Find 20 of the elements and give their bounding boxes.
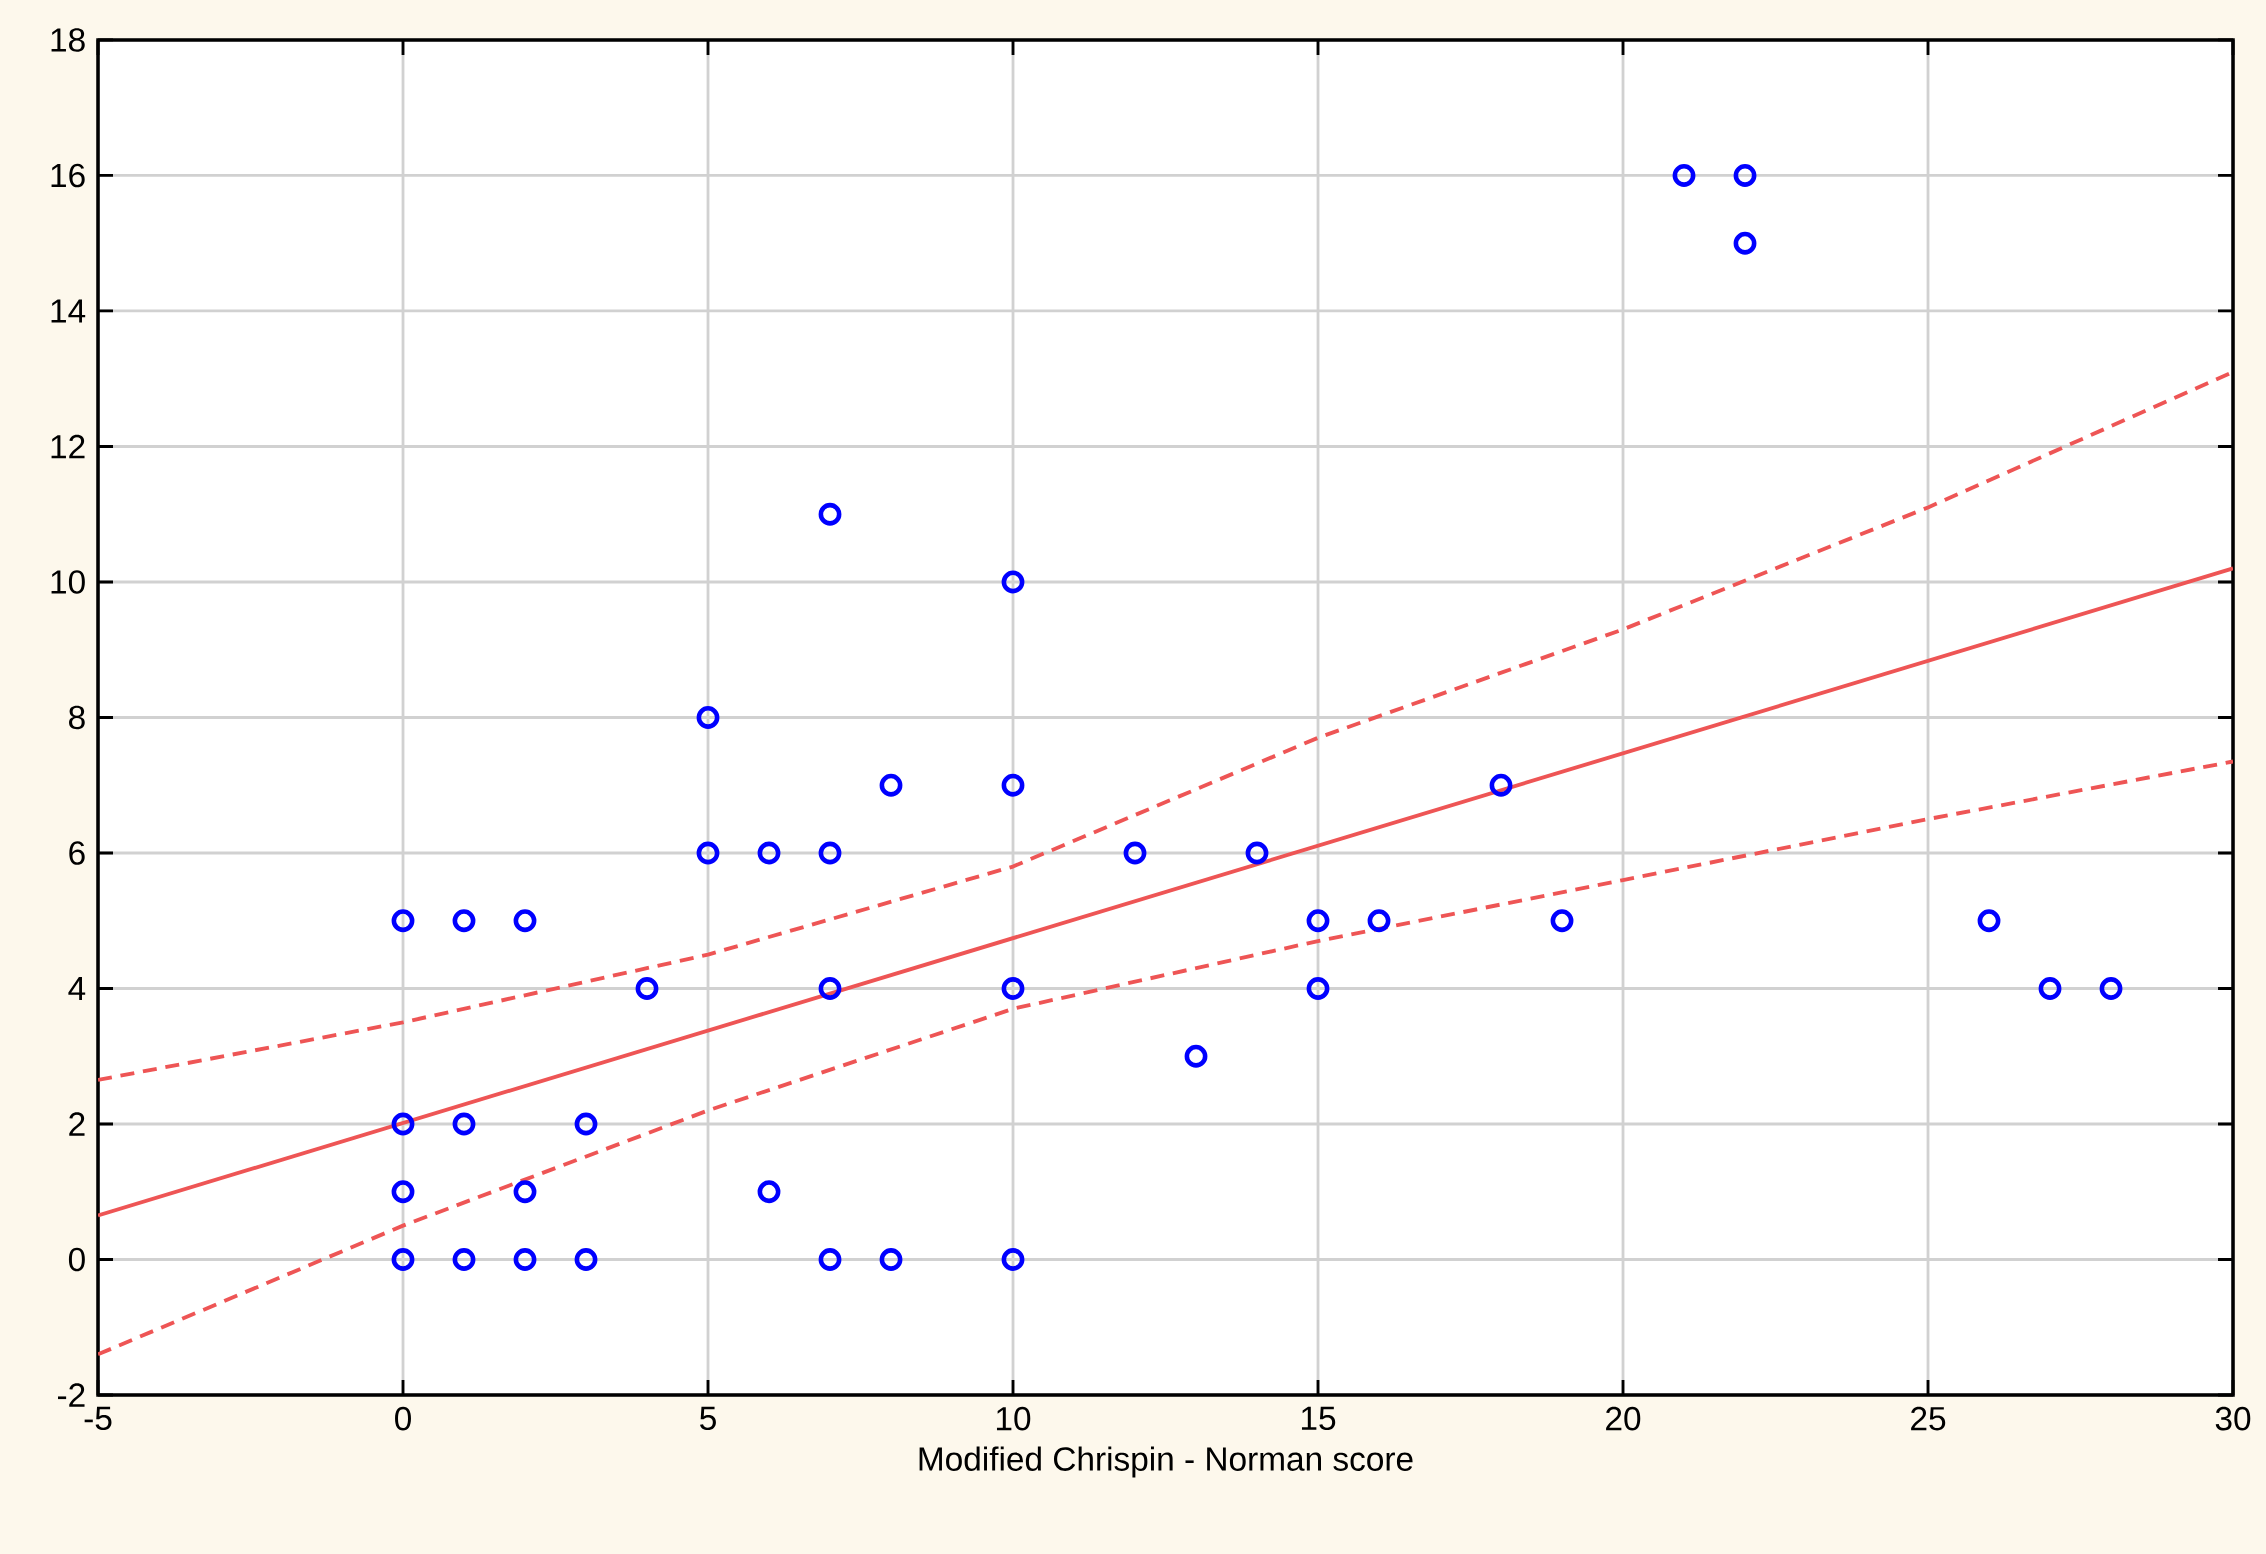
y-tick-label: 16 xyxy=(51,163,85,188)
x-tick-label: 15 xyxy=(1301,1406,1336,1431)
y-tick-label: 12 xyxy=(51,434,85,459)
x-tick-label: 20 xyxy=(1606,1406,1641,1431)
y-tick-label: 8 xyxy=(69,705,85,730)
x-tick-label: 30 xyxy=(2215,1406,2251,1431)
x-tick-label: 25 xyxy=(1911,1406,1946,1431)
x-axis-title: Modified Chrispin - Norman score xyxy=(919,1446,1413,1478)
y-tick-label: -2 xyxy=(57,1383,85,1407)
y-tick-label: 4 xyxy=(68,976,86,1000)
x-tick-label: -5 xyxy=(84,1406,112,1431)
y-tick-label: 10 xyxy=(51,570,85,594)
y-tick-label: 2 xyxy=(69,1112,85,1136)
x-tick-label: 5 xyxy=(700,1406,716,1431)
x-tick-label: 10 xyxy=(996,1406,1031,1431)
x-tick-label: 0 xyxy=(395,1406,411,1431)
y-tick-label: 18 xyxy=(51,28,85,52)
y-tick-label: 0 xyxy=(68,1247,85,1272)
y-tick-label: 6 xyxy=(69,841,85,865)
y-tick-label: 14 xyxy=(51,299,86,323)
